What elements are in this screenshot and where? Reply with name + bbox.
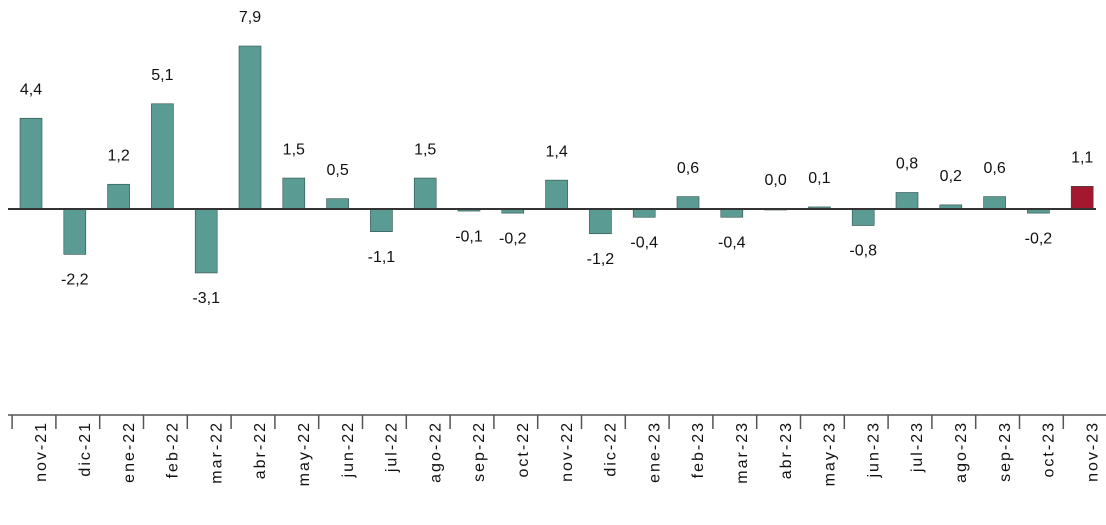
bar [983,196,1006,210]
x-tick-label: oct-23 [1041,421,1058,477]
bar [676,196,700,210]
bar [238,45,262,210]
value-label: 7,9 [239,9,261,26]
x-tick-label: sep-22 [471,421,488,482]
x-tick-label: ene-23 [646,421,663,483]
bar [63,208,87,255]
x-tick-label: mar-22 [208,421,225,484]
value-label: 1,5 [414,141,436,158]
x-tick-label: may-22 [296,421,313,486]
x-tick-label: feb-23 [690,421,707,478]
x-tick-label: dic-21 [77,421,94,477]
bar [151,103,174,210]
value-label: 0,0 [764,172,786,189]
value-label: -1,1 [368,249,396,266]
value-label: 0,8 [896,156,918,173]
bar [851,208,875,226]
bar [282,177,306,210]
value-label: 0,2 [940,168,962,185]
x-tick-label: ago-23 [953,421,970,483]
bar [413,177,437,210]
value-label: -1,2 [587,251,615,268]
bar [632,208,656,218]
bar [545,179,568,210]
x-tick-label: dic-22 [603,421,620,477]
value-label: 1,2 [107,147,129,164]
value-label: -0,2 [1025,230,1053,247]
x-tick-label: jun-23 [865,421,882,478]
x-tick-label: jul-23 [909,421,926,473]
x-tick-label: ene-22 [121,421,138,483]
bar [194,208,218,274]
bar [107,183,130,210]
value-label: -0,8 [849,243,877,260]
value-label: 0,6 [983,160,1005,177]
value-label: -0,2 [499,230,527,247]
value-label: -2,2 [61,272,89,289]
value-label: -3,1 [192,290,220,307]
x-tick-label: nov-21 [33,421,50,482]
x-tick-label: oct-22 [515,421,532,477]
bar [19,117,43,210]
value-label: 0,6 [677,160,699,177]
value-label: -0,4 [718,234,746,251]
value-label: 5,1 [151,67,173,84]
x-tick-label: abr-22 [252,421,269,479]
x-tick-label: mar-23 [734,421,751,484]
value-label: 0,5 [326,162,348,179]
value-label: 1,1 [1071,150,1093,167]
x-tick-label: jun-22 [340,421,357,478]
bar [1070,186,1094,210]
x-tick-label: nov-23 [1084,421,1101,482]
value-label: 4,4 [20,81,42,98]
x-tick-label: nov-22 [559,421,576,482]
x-tick-label: abr-23 [778,421,795,479]
value-label: -0,1 [455,228,483,245]
x-tick-label: jul-22 [384,421,401,473]
x-tick-label: ago-22 [427,421,444,483]
x-tick-label: feb-22 [165,421,182,478]
x-tick-label: may-23 [822,421,839,486]
value-label: 1,4 [545,143,567,160]
value-label: 0,1 [808,170,830,187]
value-label: 1,5 [283,141,305,158]
bar [720,208,744,218]
value-label: -0,4 [630,234,658,251]
bar [326,198,349,210]
bar [589,208,612,235]
bar [370,208,393,232]
bar [895,192,919,210]
x-tick-label: sep-23 [997,421,1014,482]
